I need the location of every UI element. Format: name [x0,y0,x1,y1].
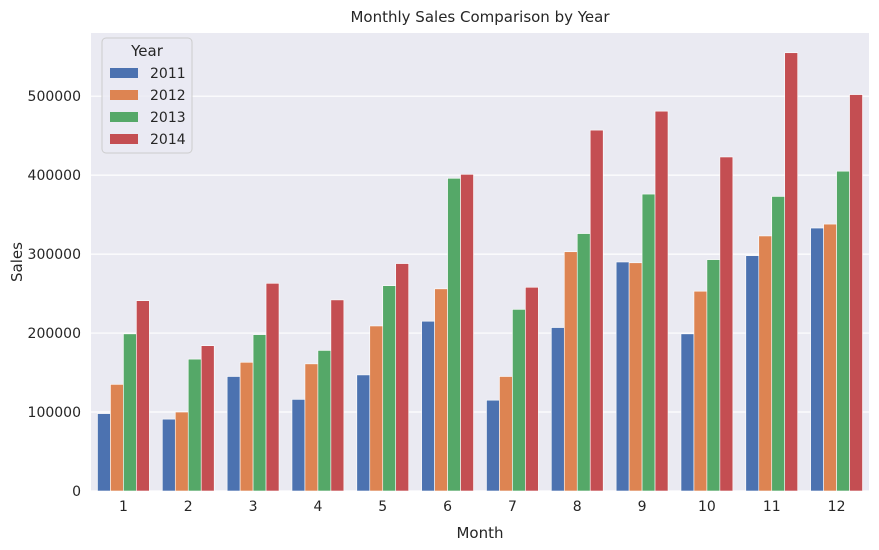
bar-2014-month-3 [265,283,280,492]
bar-2012-month-2 [174,411,189,492]
bar-2012-month-4 [304,363,319,492]
x-tick-label: 6 [443,499,452,515]
y-tick-label: 0 [72,484,81,500]
bar-2013-month-10 [706,259,721,492]
bar-2012-month-9 [628,262,643,492]
bar-2013-month-1 [123,333,137,492]
bar-2011-month-4 [291,399,306,492]
bar-2013-month-3 [252,334,267,492]
x-tick-labels: 1 2 3 4 5 6 7 8 9 10 11 12 [119,499,846,515]
bar-2011-month-11 [745,255,760,492]
bar-2013-month-2 [187,358,202,492]
bar-2011-month-10 [680,333,695,492]
x-tick-label: 5 [378,499,387,515]
y-tick-label: 300000 [28,247,81,263]
bar-2011-month-8 [551,327,565,492]
bar-2014-month-12 [849,94,863,492]
bar-2014-month-10 [719,156,734,492]
bar-2014-month-7 [525,286,539,492]
bar-2013-month-9 [641,193,656,492]
y-tick-label: 400000 [28,168,81,184]
y-tick-label: 200000 [28,326,81,342]
chart-title: Monthly Sales Comparison by Year [350,8,610,26]
x-tick-label: 3 [249,499,258,515]
bar-2012-month-5 [369,325,384,492]
bar-2012-month-11 [758,235,773,492]
bar-2014-month-5 [395,263,409,492]
bar-2014-month-11 [784,52,798,492]
legend: Year 2011 2012 2013 2014 [101,37,193,154]
x-tick-label: 2 [184,499,193,515]
bar-2011-month-6 [421,320,435,492]
y-axis-label: Sales [8,242,26,282]
legend-label-2013: 2013 [150,110,186,126]
bar-2012-month-1 [110,384,124,492]
bar-2011-month-9 [615,261,630,492]
x-tick-label: 10 [698,499,716,515]
bar-2012-month-3 [239,361,254,492]
legend-swatch-2014 [110,134,138,144]
legend-swatch-2012 [110,90,138,100]
y-tick-label: 100000 [28,405,81,421]
bar-2013-month-5 [382,285,397,492]
bar-2012-month-10 [693,290,708,492]
bar-2014-month-8 [589,129,604,492]
legend-swatch-2011 [110,68,138,78]
bar-2011-month-5 [356,374,371,492]
bar-2013-month-7 [512,309,526,492]
bar-2014-month-2 [200,345,215,492]
x-tick-label: 9 [638,499,647,515]
bar-2013-month-8 [576,233,591,492]
bar-2013-month-11 [771,196,786,492]
legend-items: 2011 2012 2013 2014 [110,66,186,148]
legend-label-2012: 2012 [150,88,186,104]
bar-2014-month-1 [136,300,150,492]
plot-area [91,33,869,491]
legend-label-2014: 2014 [150,132,186,148]
legend-title: Year [130,42,164,60]
legend-swatch-2013 [110,112,138,122]
bar-2011-month-1 [97,413,111,492]
bar-2014-month-4 [330,299,345,492]
x-axis-label: Month [456,524,503,542]
x-tick-label: 4 [313,499,322,515]
bars-group [97,52,863,492]
legend-label-2011: 2011 [150,66,186,82]
bar-2012-month-6 [434,288,448,492]
x-tick-label: 8 [573,499,582,515]
bar-2013-month-12 [836,170,850,492]
bar-2014-month-6 [460,174,474,492]
bar-2012-month-8 [563,251,578,492]
bar-2012-month-12 [823,223,837,492]
x-tick-label: 7 [508,499,517,515]
grid-lines [91,95,869,492]
bar-2011-month-2 [162,418,176,492]
y-tick-label: 500000 [28,89,81,105]
bar-2011-month-7 [486,399,500,492]
y-tick-labels: 0 100000 200000 300000 400000 500000 [28,89,81,500]
bar-2013-month-4 [317,350,332,492]
legend-box [101,37,193,154]
bar-2011-month-12 [810,227,824,492]
bar-2013-month-6 [447,177,461,492]
x-tick-label: 1 [119,499,128,515]
bar-2011-month-3 [226,376,241,492]
x-tick-label: 12 [828,499,846,515]
bar-2012-month-7 [499,376,513,492]
bar-2014-month-9 [654,110,669,492]
x-tick-label: 11 [763,499,781,515]
